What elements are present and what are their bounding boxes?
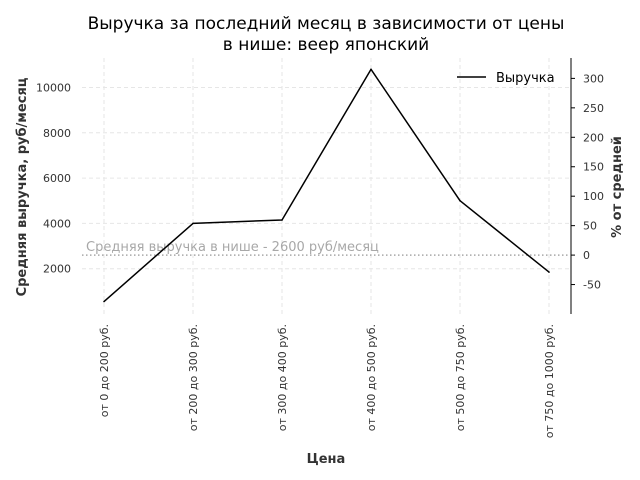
- data-point-0-1: [192, 222, 194, 225]
- y-axis-label: Средняя выручка, руб/месяц: [15, 77, 30, 296]
- chart-title-line-2: в нише: веер японский: [223, 35, 429, 55]
- data-point-0-4: [459, 199, 461, 202]
- x-tick-label-5: от 750 до 1000 руб.: [543, 324, 556, 438]
- chart-title-line-1: Выручка за последний месяц в зависимости…: [88, 14, 565, 34]
- legend-entry: Выручка: [496, 71, 555, 86]
- x-tick-label-3: от 400 до 500 руб.: [365, 324, 378, 431]
- x-axis-ticks: от 0 до 200 руб. от 200 до 300 руб. от 300…: [98, 324, 556, 438]
- y-tick-label-0: 2000: [43, 263, 71, 276]
- data-point-0-0: [103, 300, 105, 303]
- series-line-0: [103, 68, 550, 303]
- data-point-0-2: [281, 219, 283, 221]
- data-point-0-5: [548, 271, 550, 273]
- grid: [82, 58, 570, 314]
- data-point-0-3: [370, 68, 372, 71]
- secondary-y-axis-ticks: -50 0 50 100 150 200 250 300: [571, 72, 604, 292]
- x-tick-label-4: от 500 до 750 руб.: [454, 324, 467, 431]
- x-tick-label-1: от 200 до 300 руб.: [187, 324, 200, 431]
- y2-tick-label-3: 100: [583, 190, 604, 203]
- legend: Выручка: [457, 71, 555, 86]
- x-axis-label: Цена: [307, 452, 346, 467]
- y-tick-label-2: 6000: [43, 172, 71, 185]
- y2-tick-label-7: 300: [583, 72, 604, 85]
- y2-tick-label-4: 150: [583, 161, 604, 174]
- x-tick-label-0: от 0 до 200 руб.: [98, 324, 111, 417]
- x-tick-label-2: от 300 до 400 руб.: [276, 324, 289, 431]
- y2-tick-label-2: 50: [583, 220, 597, 233]
- y-tick-label-4: 10000: [36, 81, 71, 94]
- y-tick-label-1: 4000: [43, 217, 71, 230]
- y2-tick-label-5: 200: [583, 131, 604, 144]
- reference-label: Средняя выручка в нише - 2600 руб/месяц: [86, 240, 379, 255]
- y2-tick-label-6: 250: [583, 102, 604, 115]
- y2-tick-label-1: 0: [583, 249, 590, 262]
- y-axis-ticks: 2000 4000 6000 8000 10000: [36, 81, 71, 275]
- y2-tick-label-0: -50: [583, 279, 601, 292]
- series-layer: [103, 68, 550, 303]
- y-tick-label-3: 8000: [43, 127, 71, 140]
- secondary-y-axis-label: % от средней: [610, 136, 625, 238]
